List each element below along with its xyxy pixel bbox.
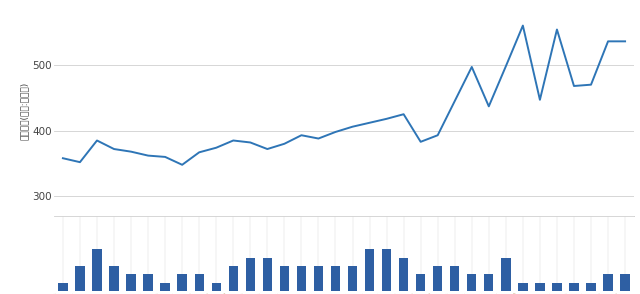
Bar	[348, 266, 357, 291]
Bar	[212, 283, 221, 291]
Bar	[570, 283, 579, 291]
Bar	[126, 274, 136, 291]
Bar	[228, 266, 238, 291]
Bar	[416, 274, 426, 291]
Bar	[552, 283, 562, 291]
Bar	[484, 274, 493, 291]
Bar	[331, 266, 340, 291]
Y-axis label: 거래금액(단위:백만원): 거래금액(단위:백만원)	[20, 82, 29, 140]
Bar	[280, 266, 289, 291]
Bar	[501, 258, 511, 291]
Bar	[467, 274, 476, 291]
Bar	[535, 283, 545, 291]
Bar	[518, 283, 527, 291]
Bar	[620, 274, 630, 291]
Bar	[586, 283, 596, 291]
Bar	[76, 266, 84, 291]
Bar	[433, 266, 442, 291]
Bar	[604, 274, 612, 291]
Bar	[382, 249, 391, 291]
Bar	[143, 274, 153, 291]
Bar	[399, 258, 408, 291]
Bar	[161, 283, 170, 291]
Bar	[262, 258, 272, 291]
Bar	[195, 274, 204, 291]
Bar	[177, 274, 187, 291]
Bar	[450, 266, 460, 291]
Bar	[297, 266, 306, 291]
Bar	[109, 266, 118, 291]
Bar	[58, 283, 68, 291]
Bar	[246, 258, 255, 291]
Bar	[314, 266, 323, 291]
Bar	[92, 249, 102, 291]
Bar	[365, 249, 374, 291]
